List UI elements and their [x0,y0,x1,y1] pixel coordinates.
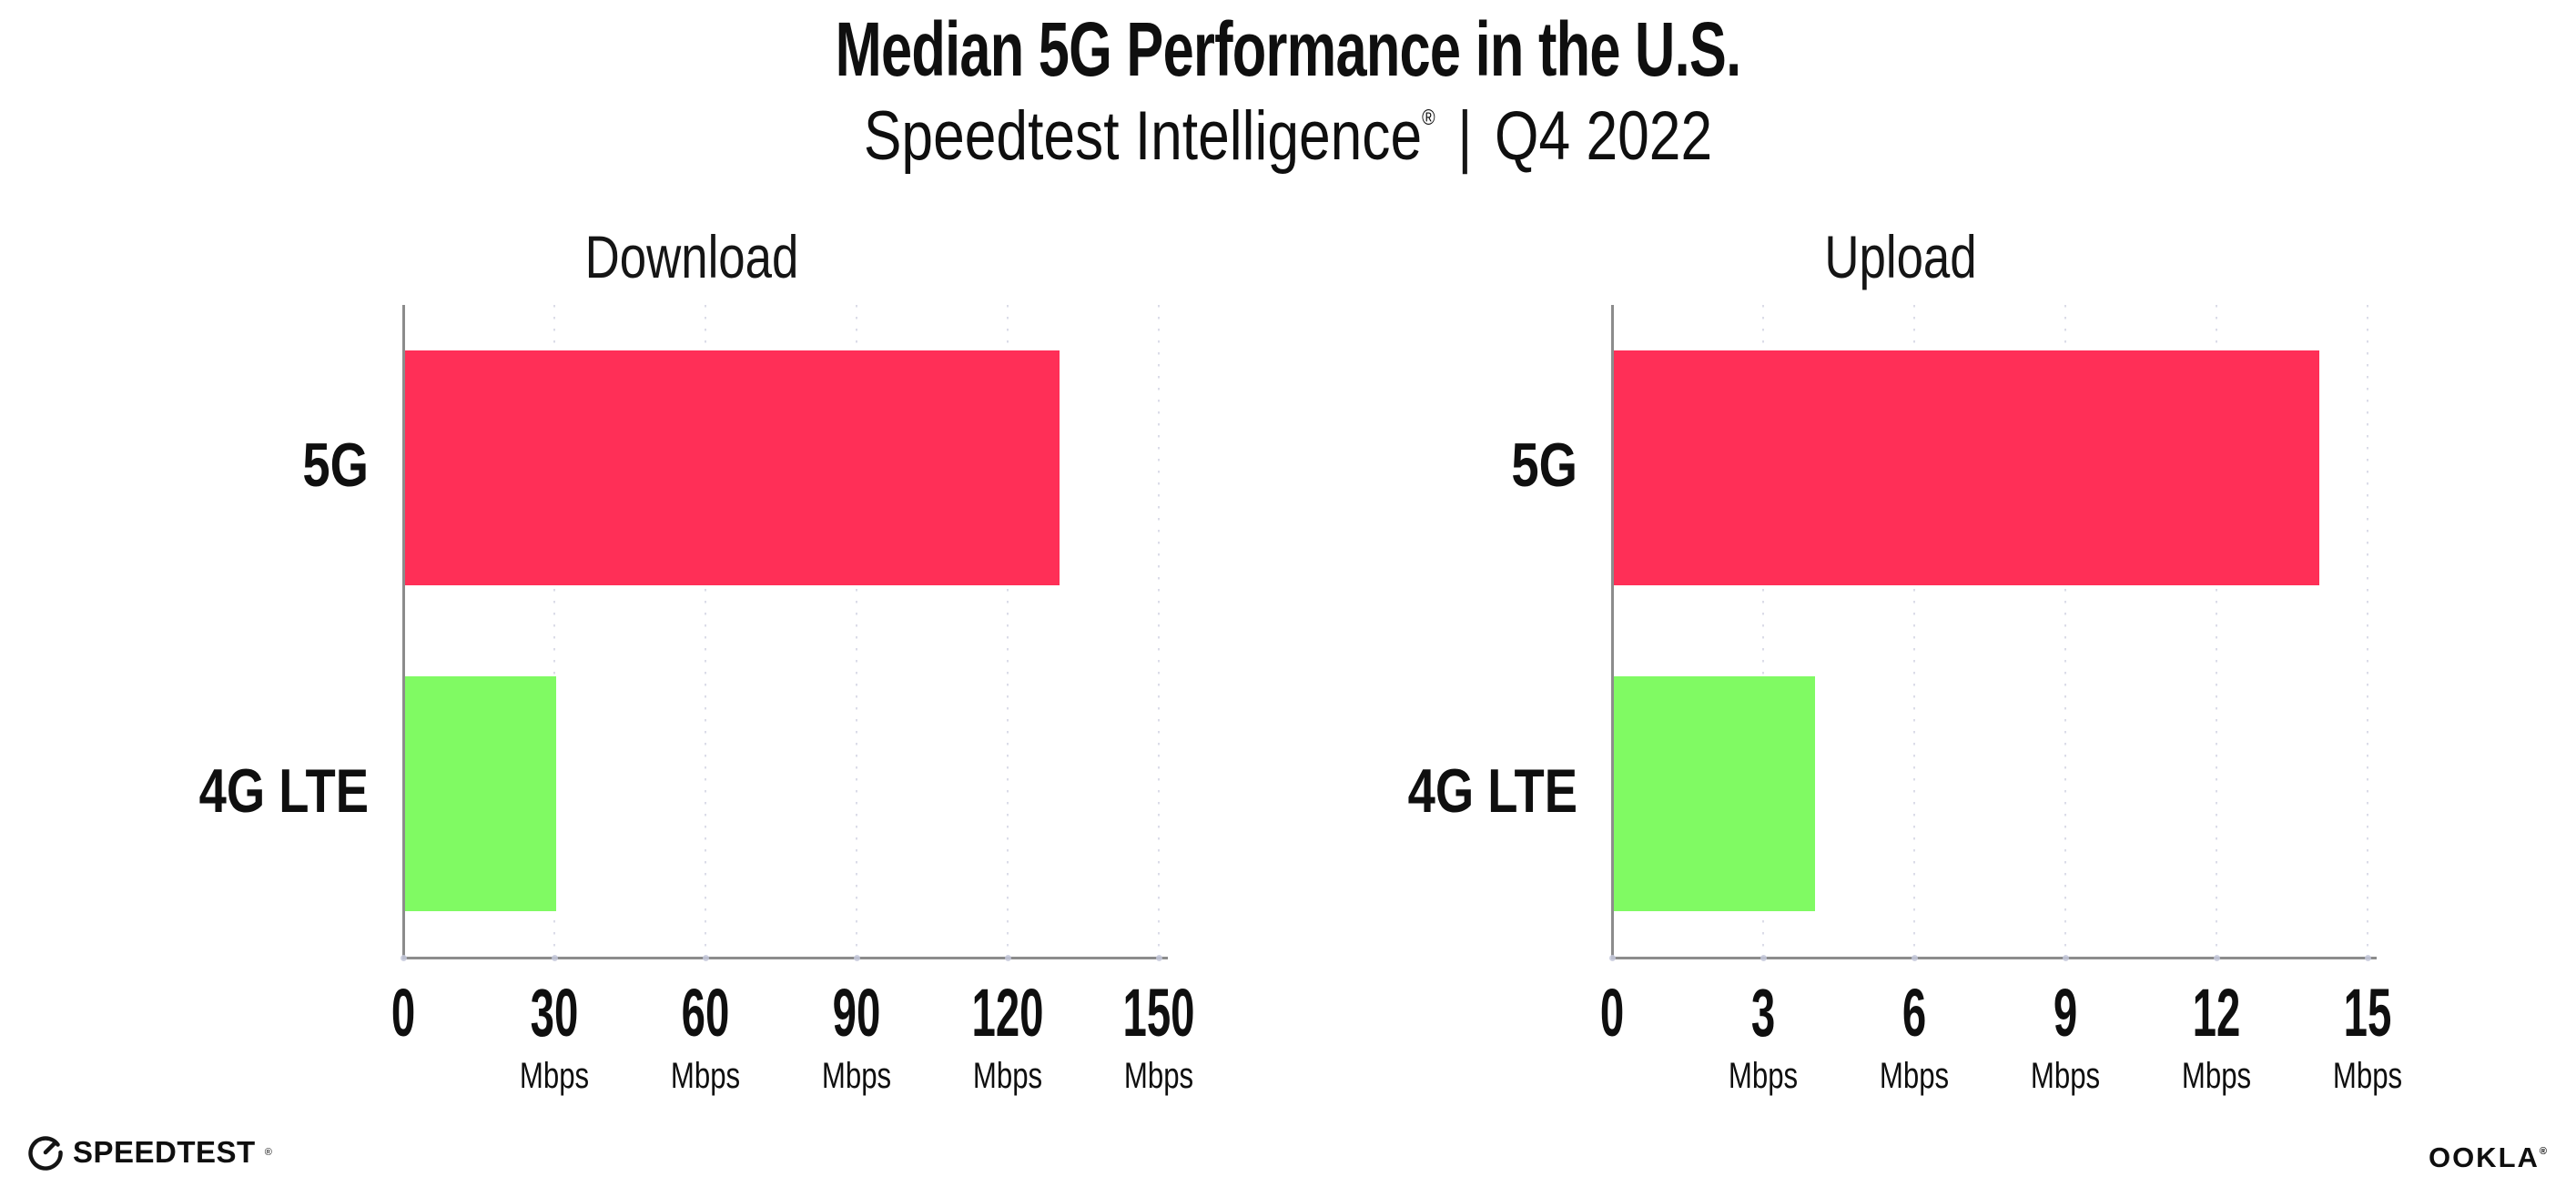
registered-mark: ® [1422,106,1435,130]
subtitle-separator: | [1457,97,1473,175]
x-tick-value: 6 [1902,975,1927,1050]
bar-4g-lte-upload [1614,676,1816,911]
tick-mark-9-upload [2063,955,2069,961]
gauge-icon [27,1134,64,1171]
x-tick-label-0-download: 0 [321,979,485,1047]
x-tick-value: 12 [2192,975,2241,1050]
tick-mark-150-download [1156,955,1162,961]
x-axis-line-upload [1611,957,2377,959]
gridline-30mbps-download [553,305,555,957]
x-tick-label-3-upload: 3 Mbps [1681,975,1845,1096]
x-axis-line-download [402,957,1168,959]
x-tick-label-15-upload: 15 Mbps [2286,975,2449,1096]
speedtest-trademark: ® [264,1147,272,1158]
ookla-trademark: ® [2539,1146,2547,1157]
x-tick-unit: Mbps [2030,1056,2101,1096]
gridline-60mbps-download [705,305,706,957]
chart-title-download: Download [584,223,799,290]
x-tick-label-120-download: 120 Mbps [926,975,1090,1096]
x-tick-unit: Mbps [972,1056,1043,1096]
tick-mark-12-upload [2214,955,2220,961]
tick-mark-0-download [401,955,407,961]
x-tick-value: 150 [1122,975,1195,1050]
x-tick-value: 15 [2343,975,2392,1050]
page-subtitle: Speedtest Intelligence® | Q4 2022 [232,96,2345,176]
ookla-logo: OOKLA® [2429,1141,2547,1174]
x-tick-value: 0 [390,975,416,1050]
tick-mark-30-download [552,955,558,961]
chart-title-upload: Upload [1824,223,1977,290]
gridline-150mbps-download [1158,305,1160,957]
x-tick-unit: Mbps [519,1056,590,1096]
bar-5g-upload [1614,350,2319,585]
x-tick-unit: Mbps [821,1056,892,1096]
speedtest-logo-text: SPEEDTEST [73,1135,256,1169]
x-tick-value: 9 [2053,975,2078,1050]
x-tick-label-60-download: 60 Mbps [624,975,787,1096]
bar-4g-lte-download [405,676,556,911]
subtitle-product: Speedtest Intelligence [863,97,1423,175]
subtitle-period: Q4 2022 [1495,97,1713,175]
x-tick-label-150-download: 150 Mbps [1077,975,1241,1096]
category-label-4g-lte-upload: 4G LTE [1407,756,1577,826]
x-tick-label-9-upload: 9 Mbps [1983,975,2147,1096]
x-tick-value: 30 [530,975,579,1050]
tick-mark-3-upload [1760,955,1767,961]
x-tick-unit: Mbps [2181,1056,2252,1096]
x-tick-value: 60 [681,975,730,1050]
x-tick-value: 3 [1750,975,1776,1050]
gridline-15mbps-upload [2367,305,2368,957]
bar-5g-download [405,350,1060,585]
x-tick-value: 90 [832,975,881,1050]
tick-mark-120-download [1005,955,1011,961]
gridline-120mbps-download [1007,305,1009,957]
tick-mark-6-upload [1912,955,1918,961]
x-tick-label-0-upload: 0 [1530,979,1694,1047]
tick-mark-0-upload [1609,955,1616,961]
tick-mark-15-upload [2365,955,2371,961]
category-label-4g-lte-download: 4G LTE [198,756,369,826]
speedtest-logo: SPEEDTEST ® [27,1134,272,1171]
ookla-logo-text: OOKLA [2428,1141,2540,1173]
x-tick-unit: Mbps [2332,1056,2403,1096]
gridline-3mbps-upload [1762,305,1764,957]
x-tick-unit: Mbps [1728,1056,1799,1096]
x-tick-label-6-upload: 6 Mbps [1832,975,1996,1096]
gridline-90mbps-download [856,305,857,957]
x-tick-label-12-upload: 12 Mbps [2135,975,2298,1096]
page-title: Median 5G Performance in the U.S. [835,6,1741,92]
gridline-12mbps-upload [2216,305,2217,957]
gridline-6mbps-upload [1913,305,1915,957]
tick-mark-60-download [703,955,709,961]
x-tick-unit: Mbps [1879,1056,1950,1096]
gridline-9mbps-upload [2064,305,2066,957]
x-tick-label-30-download: 30 Mbps [472,975,636,1096]
x-tick-unit: Mbps [670,1056,741,1096]
x-tick-value: 0 [1599,975,1625,1050]
x-tick-unit: Mbps [1123,1056,1194,1096]
category-label-5g-download: 5G [302,431,369,500]
tick-mark-90-download [854,955,860,961]
x-tick-label-90-download: 90 Mbps [775,975,938,1096]
x-tick-value: 120 [971,975,1044,1050]
category-label-5g-upload: 5G [1511,431,1577,500]
y-axis-line-download [402,305,405,959]
y-axis-line-upload [1611,305,1614,959]
